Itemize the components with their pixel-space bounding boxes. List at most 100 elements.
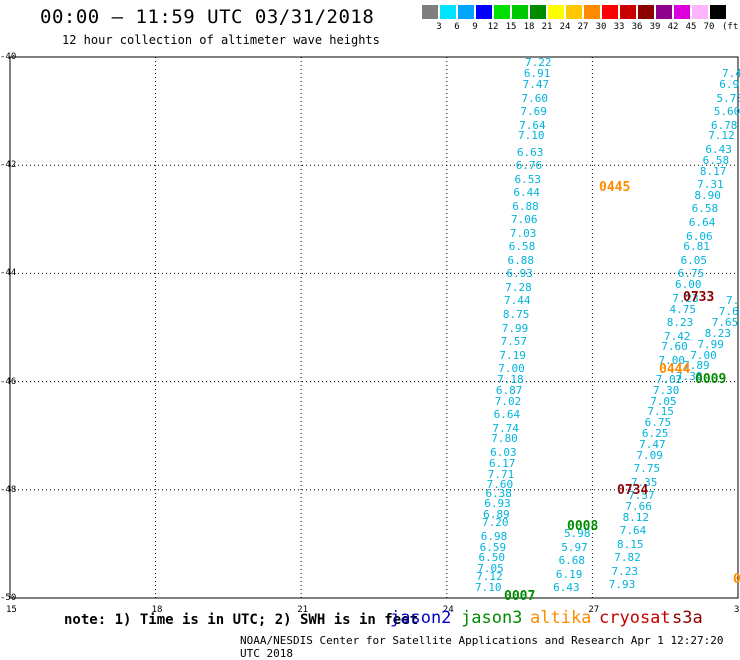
legend-swatch: [548, 5, 564, 19]
lat-label: -42: [0, 160, 17, 171]
legend-label: 27: [577, 22, 589, 32]
track-b-value: 7.23: [611, 564, 639, 578]
track-d-value: 6.43: [553, 581, 580, 595]
track-b-value: 6.75: [677, 267, 705, 281]
track-a-value: 6.58: [508, 240, 536, 254]
lat-label: -48: [0, 484, 17, 495]
track-a-value: 7.99: [501, 321, 529, 335]
track-b-value: 7.30: [652, 383, 680, 397]
time-label: 0734: [617, 483, 649, 498]
track-a-value: 7.22: [525, 56, 552, 70]
track-b-value: 7.35: [630, 475, 658, 489]
legend-swatch: [710, 5, 726, 19]
track-b-value: 6.58: [702, 153, 730, 167]
track-b-value: 8.17: [699, 164, 727, 178]
legend-label: 3: [436, 22, 442, 32]
track-a-value: 6.44: [513, 186, 540, 200]
track-c-value: 7.00: [690, 348, 717, 362]
track-b-value: 8.90: [694, 188, 721, 202]
track-b-value: 7.93: [608, 578, 636, 592]
track-b-value: 7.02: [655, 372, 683, 386]
satellite-cryosat: cryosat: [599, 608, 671, 628]
legend-swatch: [440, 5, 456, 19]
legend-swatch: [530, 5, 546, 19]
track-b-value: 6.9: [719, 78, 740, 92]
track-a-value: 7.44: [504, 294, 531, 308]
legend-label: 30: [595, 22, 607, 32]
time-label: 0445: [599, 180, 631, 195]
track-a-value: 7.47: [522, 78, 550, 92]
track-a-value: 7.19: [499, 348, 526, 362]
legend-swatch: [656, 5, 672, 19]
track-a-value: 6.91: [523, 67, 551, 81]
track-a-value: 6.87: [495, 383, 523, 397]
lat-label: -46: [0, 376, 17, 387]
time-label: 0444: [659, 362, 691, 377]
track-a-value: 6.76: [515, 159, 543, 173]
track-b-value: 6.05: [680, 253, 708, 267]
track-a-value: 6.98: [480, 529, 508, 543]
track-a-value: 6.38: [485, 486, 512, 500]
track-a-value: 6.63: [516, 145, 544, 159]
time-label: 0: [733, 572, 740, 587]
track-c-value: 7.65: [711, 316, 739, 330]
track-b-value: 7.75: [633, 462, 661, 476]
time-label: 0733: [683, 290, 715, 305]
track-b-value: 7.12: [708, 129, 735, 143]
legend-swatch: [566, 5, 582, 19]
track-b-value: 6.78: [710, 118, 738, 132]
track-a-value: 6.64: [493, 408, 521, 422]
track-b-value: 7.66: [625, 500, 652, 514]
track-a-value: 6.88: [512, 199, 539, 213]
lon-label: 30: [734, 605, 740, 615]
track-c-value: 7.99: [697, 337, 724, 351]
legend-swatch: [620, 5, 636, 19]
track-b-value: 7.47: [639, 437, 666, 451]
legend-swatch: [422, 5, 438, 19]
track-b-value: 6.58: [691, 202, 719, 216]
track-a-value: 7.05: [477, 562, 504, 576]
legend-label: 45: [685, 22, 697, 32]
track-d-value: 5.97: [561, 540, 588, 554]
track-a-value: 6.59: [479, 540, 507, 554]
time-label: 0009: [695, 372, 727, 387]
lat-label: -40: [0, 52, 17, 62]
legend-label: 9: [472, 22, 478, 32]
lon-label: 24: [442, 605, 454, 615]
track-a-value: 7.10: [518, 129, 545, 143]
track-a-value: 7.60: [486, 478, 514, 492]
lon-label: 18: [151, 605, 163, 615]
legend-swatch: [674, 5, 690, 19]
legend-label: 24: [559, 22, 571, 32]
legend-label: 12: [487, 22, 499, 32]
track-b-value: 6.06: [686, 229, 713, 243]
satellite-altika: altika: [530, 608, 592, 628]
track-a-value: 8.75: [502, 307, 530, 321]
track-a-value: 6.88: [507, 253, 535, 267]
track-a-value: 7.71: [487, 467, 515, 481]
legend-swatch: [512, 5, 528, 19]
track-b-value: 7.09: [636, 448, 663, 462]
track-b-value: 8.23: [666, 316, 694, 330]
track-d-value: 6.19: [555, 567, 583, 581]
track-b-value: 8.12: [622, 510, 650, 524]
track-b-value: 7.64: [619, 524, 647, 538]
track-a-value: 7.20: [481, 516, 509, 530]
track-b-value: 6.00: [675, 278, 702, 292]
track-c-value: 7.2: [726, 294, 740, 308]
footer-credit: NOAA/NESDIS Center for Satellite Applica…: [240, 634, 724, 660]
track-a-value: 7.60: [521, 91, 549, 105]
legend-swatch: [458, 5, 474, 19]
track-a-value: 7.00: [498, 362, 525, 376]
track-b-value: 6.43: [705, 142, 732, 156]
legend-swatch: [602, 5, 618, 19]
track-b-value: 7.23: [672, 291, 699, 305]
satellite-jason3: jason3: [461, 608, 523, 628]
lat-label: -44: [0, 268, 17, 279]
track-c-value: 8.23: [704, 326, 732, 340]
track-b-value: 6.81: [683, 240, 710, 254]
track-d-value: 6.68: [558, 554, 586, 568]
legend-label: 39: [649, 22, 661, 32]
legend-swatch: [584, 5, 600, 19]
track-b-value: 7.57: [628, 489, 655, 503]
